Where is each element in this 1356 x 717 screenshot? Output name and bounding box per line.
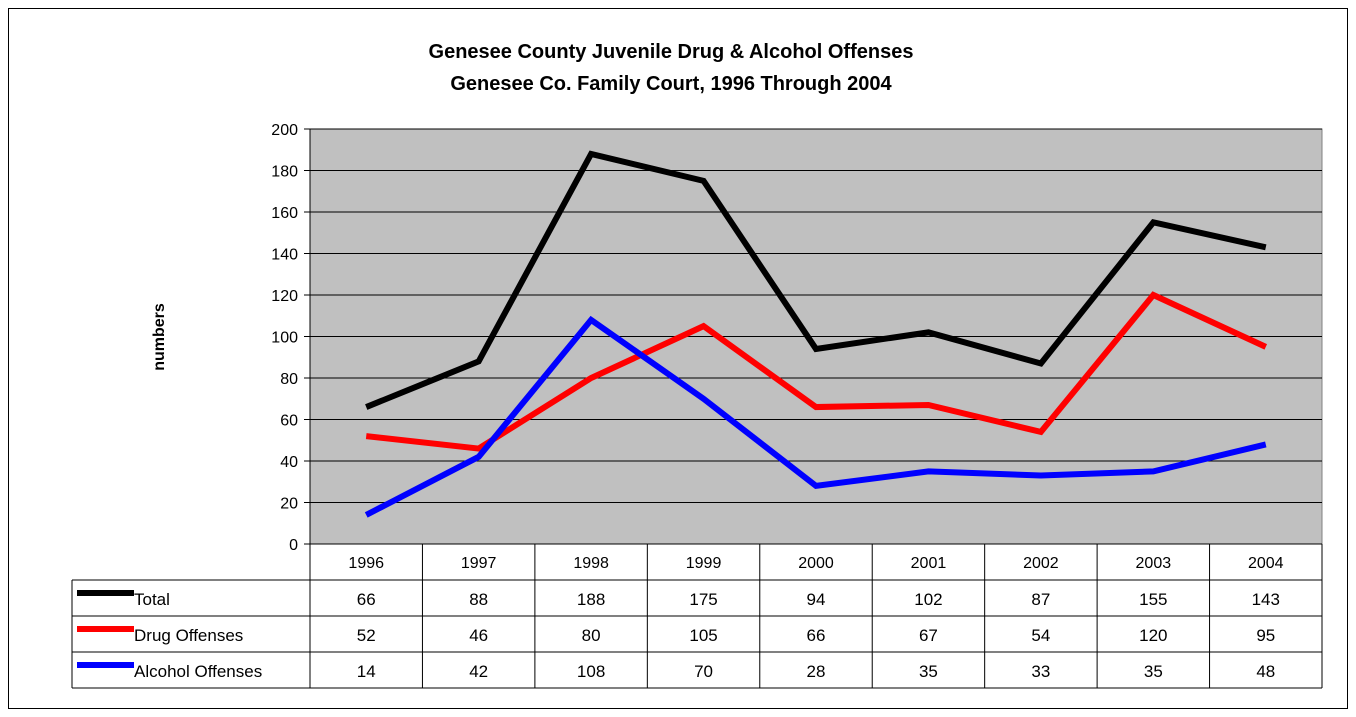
y-tick-label: 160 bbox=[271, 205, 298, 222]
chart-title: Genesee County Juvenile Drug & Alcohol O… bbox=[429, 41, 914, 63]
data-table-value: 33 bbox=[1031, 662, 1050, 681]
y-tick-label: 140 bbox=[271, 247, 298, 264]
x-tick-label: 2004 bbox=[1248, 555, 1284, 572]
x-tick-label: 1999 bbox=[686, 555, 722, 572]
x-tick-label: 1998 bbox=[573, 555, 609, 572]
chart-frame bbox=[8, 8, 1348, 709]
x-tick-label: 2000 bbox=[798, 555, 834, 572]
y-tick-label: 60 bbox=[280, 413, 298, 430]
data-table-value: 35 bbox=[1144, 662, 1163, 681]
y-tick-label: 120 bbox=[271, 288, 298, 305]
y-axis-ticks: 0 20 40 60 80 100 120 140 160 180 200 bbox=[271, 122, 311, 554]
data-table-value: 66 bbox=[357, 590, 376, 609]
data-table-value: 120 bbox=[1139, 626, 1167, 645]
y-tick-label: 80 bbox=[280, 371, 298, 388]
x-tick-label: 2003 bbox=[1136, 555, 1172, 572]
series-line bbox=[365, 291, 1268, 452]
data-table-value: 95 bbox=[1256, 626, 1275, 645]
legend-label: Alcohol Offenses bbox=[134, 662, 262, 681]
y-tick-label: 40 bbox=[280, 454, 298, 471]
series-line bbox=[365, 150, 1267, 410]
legend-label: Drug Offenses bbox=[134, 626, 243, 645]
data-table-value: 108 bbox=[577, 662, 605, 681]
series-lines bbox=[364, 150, 1268, 518]
data-table-value: 52 bbox=[357, 626, 376, 645]
data-table: 1996 1997 1998 1999 2000 2001 2002 2003 2004 Tota… bbox=[71, 543, 1323, 689]
data-table-value: 46 bbox=[469, 626, 488, 645]
y-tick-label: 20 bbox=[280, 496, 298, 513]
x-tick-label: 2002 bbox=[1023, 555, 1059, 572]
data-table-value: 54 bbox=[1031, 626, 1050, 645]
data-table-value: 48 bbox=[1256, 662, 1275, 681]
chart-subtitle: Genesee Co. Family Court, 1996 Through 2… bbox=[450, 73, 892, 95]
legend-label: Total bbox=[134, 590, 170, 609]
y-tick-label: 100 bbox=[271, 330, 298, 347]
data-table-value: 87 bbox=[1031, 590, 1050, 609]
data-table-value: 105 bbox=[689, 626, 717, 645]
data-table-value: 80 bbox=[582, 626, 601, 645]
y-tick-label: 0 bbox=[289, 537, 298, 554]
gridlines bbox=[310, 128, 1322, 503]
data-table-value: 94 bbox=[807, 590, 826, 609]
x-tick-label: 1997 bbox=[461, 555, 497, 572]
data-table-value: 155 bbox=[1139, 590, 1167, 609]
data-table-value: 14 bbox=[357, 662, 376, 681]
data-table-value: 28 bbox=[807, 662, 826, 681]
data-table-value: 102 bbox=[914, 590, 942, 609]
data-table-value: 67 bbox=[919, 626, 938, 645]
data-table-value: 188 bbox=[577, 590, 605, 609]
data-table-value: 70 bbox=[694, 662, 713, 681]
series-line bbox=[364, 315, 1267, 518]
y-axis-label: numbers bbox=[151, 303, 168, 371]
data-table-value: 88 bbox=[469, 590, 488, 609]
data-table-value: 175 bbox=[689, 590, 717, 609]
y-tick-label: 200 bbox=[271, 122, 298, 139]
data-table-value: 143 bbox=[1252, 590, 1280, 609]
data-table-value: 35 bbox=[919, 662, 938, 681]
data-table-value: 66 bbox=[807, 626, 826, 645]
data-table-value: 42 bbox=[469, 662, 488, 681]
x-tick-label: 2001 bbox=[911, 555, 947, 572]
x-tick-label: 1996 bbox=[348, 555, 384, 572]
y-tick-label: 180 bbox=[271, 164, 298, 181]
